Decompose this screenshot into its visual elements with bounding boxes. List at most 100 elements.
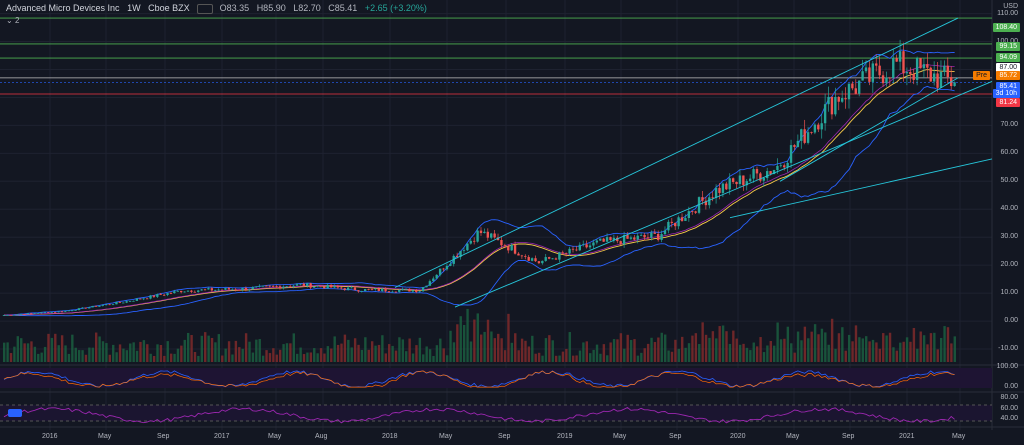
- candle-body: [479, 230, 483, 234]
- volume-bar: [207, 335, 210, 362]
- candle-body: [135, 298, 139, 301]
- candle-body: [391, 291, 394, 293]
- volume-bar: [347, 339, 350, 362]
- candle-body: [575, 249, 578, 251]
- volume-bar: [882, 333, 885, 362]
- volume-bar: [643, 348, 646, 362]
- volume-bar: [64, 345, 67, 362]
- indicator-toggle[interactable]: ⌄ 2: [6, 16, 20, 25]
- volume-bar: [265, 350, 268, 362]
- time-axis-label: Aug: [315, 433, 328, 440]
- candle-body: [60, 311, 64, 313]
- volume-bar: [6, 342, 9, 362]
- volume-bar: [353, 338, 357, 362]
- volume-bar: [278, 349, 282, 362]
- candle-body: [939, 72, 943, 88]
- candle-body: [796, 140, 800, 147]
- candle-body: [919, 58, 922, 69]
- volume-bar: [636, 355, 640, 362]
- volume-bar: [224, 348, 227, 362]
- volume-bar: [568, 332, 571, 362]
- candle-body: [837, 96, 840, 102]
- candle-body: [830, 96, 834, 115]
- volume-bar: [629, 340, 633, 362]
- candle-body: [772, 170, 776, 175]
- volume-bar: [725, 331, 728, 362]
- indicator-icon[interactable]: [8, 409, 22, 417]
- volume-bar: [483, 331, 486, 362]
- candle-body: [115, 302, 118, 305]
- candle-body: [438, 268, 442, 275]
- price-tag: 99.15: [996, 42, 1020, 51]
- symbol-legend[interactable]: Advanced Micro Devices Inc 1W Cboe BZX O…: [6, 3, 432, 14]
- candle-body: [708, 197, 711, 206]
- candle-body: [694, 211, 697, 213]
- oscillator-tick: 0.00: [1004, 383, 1018, 390]
- volume-bar: [381, 335, 384, 362]
- price-tick: 0.00: [1004, 317, 1018, 325]
- candle-body: [619, 241, 622, 245]
- volume-bar: [37, 353, 40, 362]
- more-options-icon[interactable]: [197, 3, 214, 14]
- candle-body: [466, 243, 469, 251]
- volume-bar: [33, 346, 37, 362]
- volume-bar: [517, 350, 520, 362]
- volume-bar: [813, 324, 817, 362]
- volume-bar: [370, 341, 374, 362]
- volume-bar: [13, 346, 16, 362]
- volume-bar: [650, 337, 653, 362]
- candle-body: [800, 129, 803, 141]
- trend-line: [454, 81, 993, 308]
- volume-bar: [541, 355, 544, 362]
- candle-body: [387, 291, 391, 293]
- candle-body: [735, 181, 738, 185]
- volume-bar: [602, 344, 606, 362]
- oscillator-tick: 100.00: [996, 363, 1018, 370]
- time-axis-label: 2019: [557, 433, 573, 440]
- volume-bar: [691, 335, 694, 362]
- candle-body: [936, 73, 939, 88]
- price-tag: 94.09: [996, 53, 1020, 62]
- volume-bar: [735, 338, 738, 362]
- price-tick: 100.00: [997, 38, 1018, 45]
- volume-bar: [425, 346, 428, 362]
- volume-bar: [200, 335, 203, 362]
- candle-body: [701, 197, 704, 201]
- volume-bar: [514, 333, 517, 362]
- volume-bar: [94, 332, 98, 362]
- volume-bar: [166, 341, 169, 362]
- candle-body: [547, 257, 551, 259]
- volume-bar: [210, 337, 214, 362]
- candle-body: [374, 288, 377, 290]
- candle-body: [285, 286, 288, 288]
- volume-bar: [26, 343, 30, 362]
- volume-bar: [313, 348, 316, 362]
- candle-body: [670, 221, 673, 223]
- candle-body: [23, 314, 26, 315]
- candle-body: [656, 233, 660, 240]
- volume-bar: [800, 340, 803, 362]
- price-tick: 30.00: [1000, 233, 1018, 241]
- candle-body: [217, 289, 220, 291]
- candle-body: [578, 244, 581, 251]
- volume-bar: [810, 331, 813, 362]
- candle-body: [551, 258, 554, 260]
- candle-body: [595, 240, 599, 243]
- volume-bar: [773, 345, 776, 362]
- volume-bar: [67, 353, 71, 362]
- candle-body: [289, 286, 292, 288]
- volume-bar: [176, 348, 180, 362]
- candle-body: [766, 171, 769, 179]
- volume-bar: [766, 345, 769, 362]
- volume-bar: [169, 353, 173, 362]
- candle-body: [646, 237, 650, 239]
- volume-bar: [936, 349, 939, 362]
- volume-bar: [244, 333, 248, 362]
- trend-line: [779, 77, 959, 182]
- candle-body: [105, 304, 108, 306]
- volume-bar: [786, 326, 790, 362]
- candle-body: [455, 255, 459, 257]
- volume-bar: [742, 343, 745, 362]
- symbol-name: Advanced Micro Devices Inc: [6, 3, 120, 13]
